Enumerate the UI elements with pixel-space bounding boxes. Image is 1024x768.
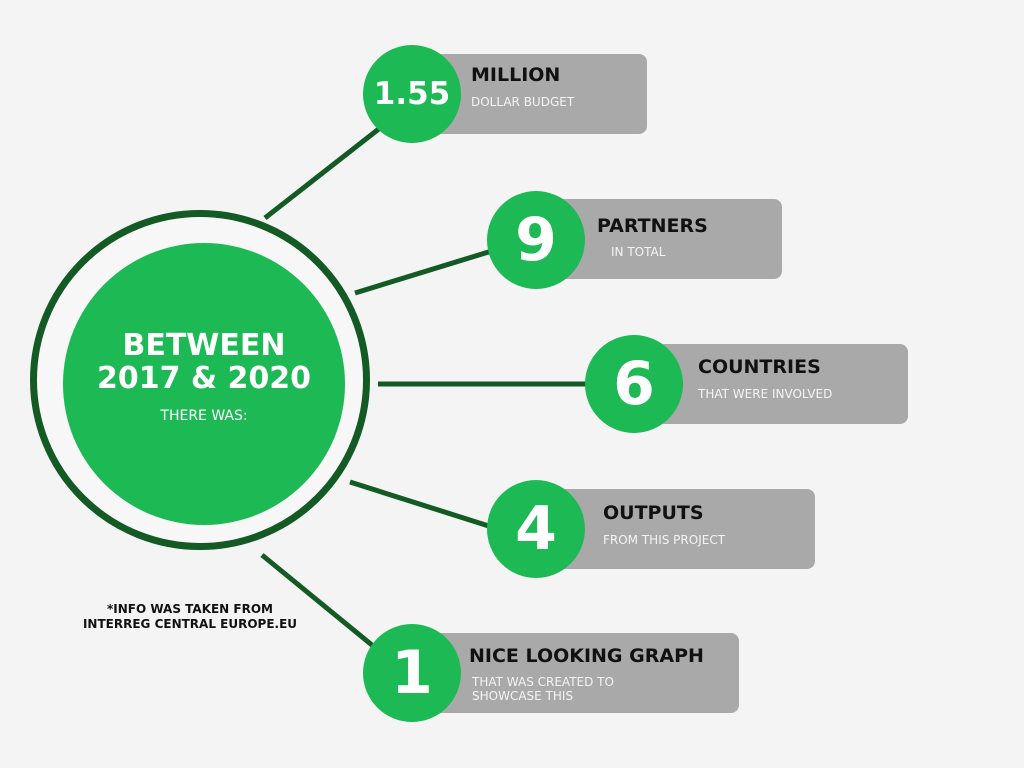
card-graph: [420, 633, 739, 713]
card-subtitle-countries: THAT WERE INVOLVED: [698, 387, 833, 401]
source-footnote: *INFO WAS TAKEN FROM INTERREG CENTRAL EU…: [62, 602, 318, 632]
card-subtitle-budget: DOLLAR BUDGET: [471, 95, 575, 109]
card-title-partners: PARTNERS: [597, 215, 708, 237]
hub-subtitle: THERE WAS:: [160, 408, 248, 424]
card-title-countries: COUNTRIES: [698, 356, 821, 378]
card-title-budget: MILLION: [471, 64, 561, 86]
card-subtitle-partners: IN TOTAL: [611, 245, 666, 259]
connector-line-outputs: [349, 479, 496, 531]
hub-title-line2: 2017 & 2020: [96, 361, 312, 396]
number-circle-partners: 9: [487, 191, 585, 289]
number-circle-outputs: 4: [487, 480, 585, 578]
card-title-graph: NICE LOOKING GRAPH: [469, 645, 704, 667]
connector-line-partners: [354, 247, 496, 296]
number-circle-graph: 1: [363, 624, 461, 722]
card-title-outputs: OUTPUTS: [603, 502, 704, 524]
number-circle-countries: 6: [585, 335, 683, 433]
card-countries: [640, 344, 908, 424]
hub-title-line1: BETWEEN: [122, 328, 286, 363]
connector-line-budget: [263, 126, 382, 220]
hub-circle: [63, 243, 345, 525]
footnote-line2: INTERREG CENTRAL EUROPE.EU: [82, 617, 298, 631]
footnote-line1: *INFO WAS TAKEN FROM: [106, 602, 273, 616]
number-circle-budget: 1.55: [363, 45, 461, 143]
card-outputs: [542, 489, 815, 569]
card-subtitle-outputs: FROM THIS PROJECT: [603, 533, 726, 547]
card-subtitle-graph-line2: SHOWCASE THIS: [472, 689, 574, 703]
card-subtitle-graph-line1: THAT WAS CREATED TO: [472, 675, 614, 689]
connector-line-graph: [260, 553, 380, 652]
